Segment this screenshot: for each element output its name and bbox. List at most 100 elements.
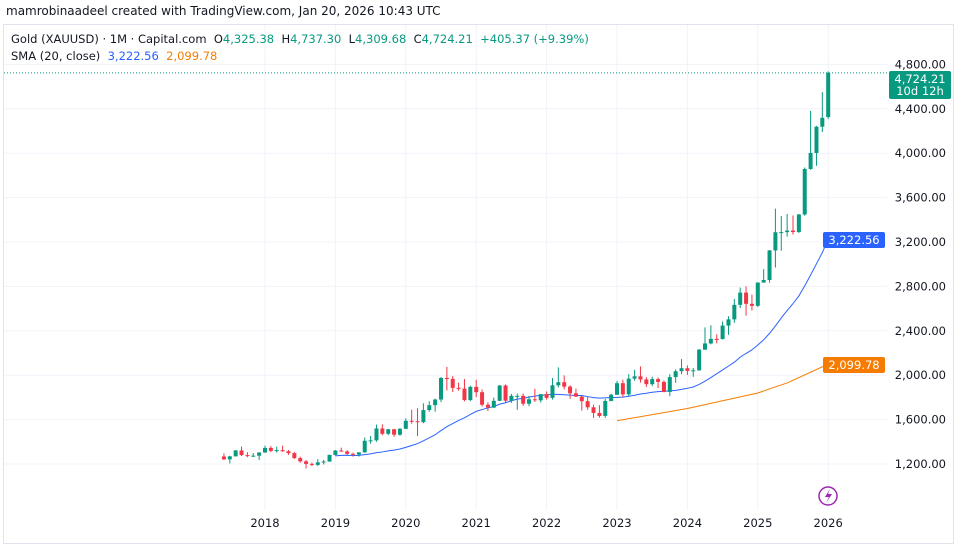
candle-body (362, 440, 367, 453)
candle-body (697, 349, 702, 371)
candle-body (691, 370, 696, 372)
candle-body (656, 379, 661, 382)
candle-body (544, 394, 549, 398)
candle-body (444, 377, 449, 379)
candle-body (785, 230, 790, 233)
sma-label[interactable]: SMA (20, close) (11, 49, 101, 63)
y-tick-label: 3,600.00 (895, 191, 946, 205)
candle-body (532, 399, 537, 401)
candle-body (638, 376, 643, 380)
symbol-name[interactable]: Gold (XAUUSD) · 1M · Capital.com (11, 32, 207, 46)
candle-body (245, 455, 250, 457)
candle-body (562, 382, 567, 387)
candle-body (626, 378, 631, 395)
legend: Gold (XAUUSD) · 1M · Capital.com O4,325.… (11, 31, 589, 65)
candle-body (591, 407, 596, 413)
candle-body (480, 392, 485, 405)
candle-body (304, 461, 309, 464)
candle-body (409, 420, 414, 422)
x-tick-label: 2018 (250, 516, 279, 530)
sma-value-1: 3,222.56 (107, 49, 159, 63)
chart-frame (3, 24, 954, 544)
x-tick-label: 2019 (321, 516, 350, 530)
candle-body (650, 379, 655, 385)
candle-body (392, 429, 397, 435)
x-tick-label: 2022 (532, 516, 561, 530)
candle-body (468, 386, 473, 401)
y-tick-label: 4,800.00 (895, 57, 946, 71)
candle-body (257, 452, 262, 456)
candle-body (744, 292, 749, 304)
candle-body (509, 395, 514, 401)
candle-body (421, 410, 426, 423)
candle-body (515, 395, 520, 397)
candle-body (298, 458, 303, 462)
candle-body (227, 456, 232, 460)
legend-sma-row[interactable]: SMA (20, close) 3,222.56 2,099.78 (11, 48, 589, 65)
candle-body (685, 368, 690, 371)
candle-body (374, 428, 379, 441)
last-price: 4,724.21 (894, 72, 946, 86)
candle-body (263, 447, 267, 453)
candle-body (403, 420, 408, 429)
candle-body (791, 230, 795, 233)
y-tick-label: 1,600.00 (895, 413, 946, 427)
candle-body (573, 393, 578, 397)
candle-body (579, 396, 584, 402)
candle-body (814, 126, 819, 153)
candle-body (503, 385, 508, 401)
candle-body (550, 385, 555, 398)
sma-2-price-label: 2,099.78 (823, 357, 885, 373)
candle-body (380, 428, 385, 434)
candle-body (321, 461, 326, 463)
candle-body (433, 399, 438, 406)
y-tick-label: 2,000.00 (895, 368, 946, 382)
candle-body (808, 152, 813, 169)
y-tick-label: 3,200.00 (895, 235, 946, 249)
sma-1-line (335, 239, 829, 457)
candle-body (221, 456, 226, 460)
x-tick-label: 2024 (673, 516, 702, 530)
x-tick-label: 2021 (462, 516, 491, 530)
candle-body (415, 421, 420, 423)
candle-body (356, 452, 361, 455)
candle-body (585, 401, 590, 408)
candle-body (761, 279, 766, 283)
y-tick-label: 4,000.00 (895, 146, 946, 160)
candle-body (620, 383, 625, 395)
candle-body (568, 386, 573, 394)
legend-symbol-row[interactable]: Gold (XAUUSD) · 1M · Capital.com O4,325.… (11, 31, 589, 48)
candle-body (603, 400, 608, 416)
candle-body (661, 381, 666, 392)
candle-body (286, 451, 291, 454)
candle-body (720, 325, 725, 340)
open-label: O (213, 32, 223, 46)
candle-body (339, 450, 344, 452)
candle-body (397, 428, 402, 435)
y-tick-label: 2,800.00 (895, 279, 946, 293)
sma-2-line (616, 363, 829, 422)
x-tick-label: 2020 (391, 516, 420, 530)
candle-body (773, 232, 778, 251)
candle-body (521, 395, 526, 404)
candle-body (738, 292, 743, 305)
candle-body (820, 117, 825, 127)
change-value: +405.37 (+9.39%) (480, 32, 589, 46)
candle-body (268, 447, 273, 451)
candle-body (527, 399, 531, 404)
candle-body (456, 387, 461, 389)
candle-body (368, 440, 373, 442)
candle-body (755, 282, 760, 306)
candle-body (386, 429, 391, 434)
sma-value-2: 2,099.78 (166, 49, 218, 63)
candle-body (615, 383, 619, 395)
candle-body (351, 453, 355, 455)
x-tick-label: 2026 (814, 516, 843, 530)
candle-body (714, 338, 719, 340)
low-value: 4,309.68 (355, 32, 407, 46)
candle-body (491, 400, 496, 408)
candle-body (345, 451, 350, 454)
x-tick-label: 2023 (602, 516, 631, 530)
